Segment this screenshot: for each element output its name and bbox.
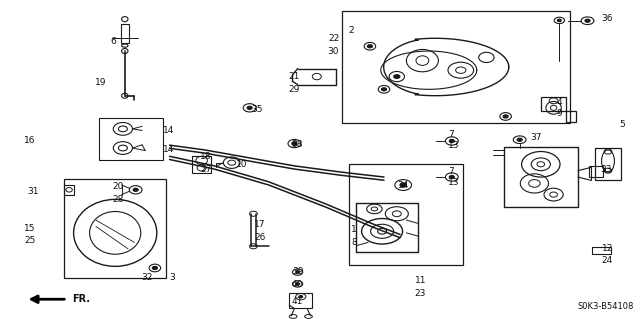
Text: 3: 3	[170, 273, 175, 282]
Text: 2: 2	[349, 26, 355, 35]
Bar	[504, 147, 578, 207]
Ellipse shape	[296, 283, 300, 285]
Bar	[592, 247, 611, 254]
Ellipse shape	[517, 138, 522, 141]
Text: 39: 39	[292, 267, 303, 276]
Text: 13: 13	[448, 141, 460, 150]
Text: 6: 6	[110, 37, 116, 46]
Text: 32: 32	[141, 273, 152, 282]
Text: 13: 13	[448, 178, 460, 187]
Text: 28: 28	[112, 195, 124, 204]
Bar	[64, 179, 166, 278]
Ellipse shape	[585, 19, 590, 22]
Ellipse shape	[247, 106, 252, 109]
Text: 5: 5	[620, 120, 625, 129]
Text: 23: 23	[415, 289, 426, 298]
Bar	[289, 293, 312, 308]
Ellipse shape	[400, 183, 406, 187]
Text: 40: 40	[292, 280, 303, 289]
Text: 7: 7	[448, 130, 454, 139]
Bar	[589, 166, 603, 177]
Text: 25: 25	[24, 236, 36, 245]
Text: 14: 14	[163, 145, 175, 154]
Bar	[192, 156, 211, 173]
Bar	[64, 185, 74, 195]
Text: 16: 16	[24, 136, 36, 145]
Text: 12: 12	[602, 244, 613, 253]
Bar	[356, 203, 418, 252]
Text: 31: 31	[27, 187, 38, 196]
Text: 21: 21	[288, 72, 300, 81]
Text: 27: 27	[200, 165, 212, 174]
Ellipse shape	[503, 115, 508, 118]
Bar	[121, 24, 129, 43]
Text: 34: 34	[397, 181, 408, 189]
Text: 11: 11	[415, 276, 426, 285]
Text: 26: 26	[254, 233, 266, 242]
Text: 4: 4	[557, 98, 563, 107]
Text: 20: 20	[112, 182, 124, 191]
Text: 15: 15	[24, 224, 36, 233]
Text: FR.: FR.	[72, 294, 90, 304]
Ellipse shape	[557, 19, 561, 22]
Ellipse shape	[381, 88, 387, 91]
Text: 9: 9	[557, 109, 563, 118]
Ellipse shape	[133, 188, 138, 191]
Text: 7: 7	[448, 167, 454, 176]
Bar	[342, 11, 570, 123]
Text: 18: 18	[200, 152, 212, 161]
Text: S0K3-B54108: S0K3-B54108	[577, 302, 634, 311]
Ellipse shape	[449, 139, 454, 143]
Text: 36: 36	[602, 14, 613, 23]
Text: 37: 37	[530, 133, 541, 142]
Ellipse shape	[367, 45, 372, 48]
Text: 19: 19	[95, 78, 106, 87]
Bar	[349, 164, 463, 265]
Ellipse shape	[299, 295, 303, 298]
Text: 1: 1	[351, 225, 357, 234]
Text: 10: 10	[236, 160, 247, 169]
Text: 35: 35	[252, 105, 263, 114]
Ellipse shape	[449, 175, 454, 179]
Text: 38: 38	[291, 140, 303, 149]
Text: 33: 33	[600, 165, 612, 174]
Text: 17: 17	[254, 220, 266, 229]
Text: 14: 14	[163, 126, 175, 135]
Bar	[99, 118, 163, 160]
Ellipse shape	[292, 142, 297, 145]
Ellipse shape	[152, 266, 157, 270]
Text: 24: 24	[602, 256, 613, 265]
Ellipse shape	[394, 75, 400, 78]
Text: 30: 30	[328, 47, 339, 56]
Bar	[595, 148, 621, 180]
Text: 29: 29	[288, 85, 300, 94]
Text: 8: 8	[351, 238, 357, 247]
Ellipse shape	[296, 271, 300, 273]
Text: 22: 22	[328, 34, 339, 43]
Text: 41: 41	[292, 297, 303, 306]
